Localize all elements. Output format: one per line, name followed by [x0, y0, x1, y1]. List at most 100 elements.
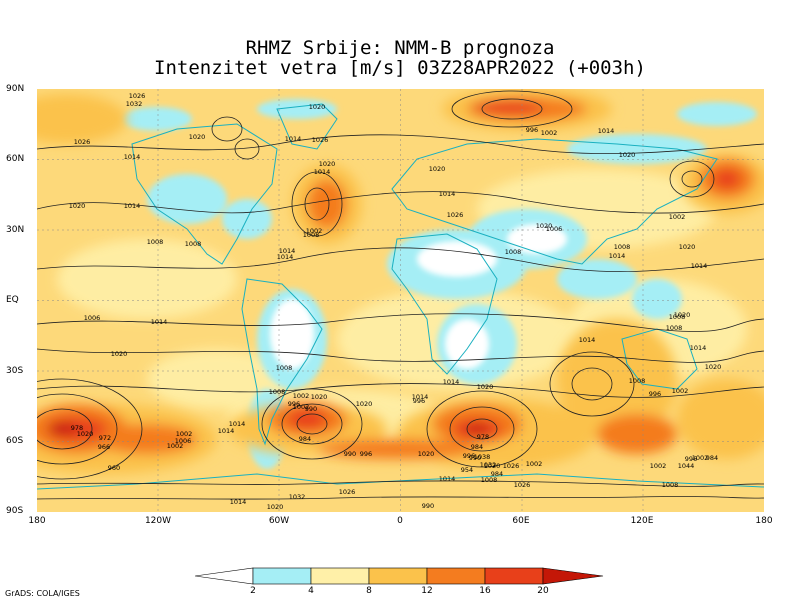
legend-tick: 12: [421, 586, 433, 596]
isobar-pressure-label: 1002: [293, 392, 310, 400]
isobar-pressure-label: 960: [108, 464, 120, 472]
isobar-pressure-label: 1002: [306, 227, 323, 235]
isobar: [37, 480, 764, 487]
isobar: [426, 390, 538, 468]
isobar-pressure-label: 984: [471, 443, 483, 451]
isobar-pressure-label: 1014: [691, 262, 708, 270]
isobar-pressure-label: 1006: [175, 437, 192, 445]
coast-south-america: [241, 278, 323, 446]
isobar-pressure-label: 1026: [514, 481, 531, 489]
isobar: [37, 313, 764, 332]
isobar: [37, 348, 764, 363]
isobar-pressure-label: 1002: [692, 454, 709, 462]
graticule: [37, 89, 764, 512]
legend-swatch: [368, 567, 428, 585]
isobar-pressure-label: 996: [526, 126, 538, 134]
isobar-pressure-label: 1020: [111, 350, 128, 358]
isobar: [549, 351, 635, 417]
isobar-pressure-label: 1020: [69, 202, 86, 210]
isobar-pressure-label: 996: [360, 450, 372, 458]
isobar-pressure-label: 1002: [672, 387, 689, 395]
isobar-pressure-label: 1008: [662, 481, 679, 489]
isobar-pressure-label: 966: [98, 443, 110, 451]
isobar-pressure-label: 1008: [481, 476, 498, 484]
isobar-pressure-label: 1020: [356, 400, 373, 408]
lon-label: 60E: [512, 516, 530, 526]
isobar-pressure-label: 1032: [126, 100, 143, 108]
legend-tick: 2: [250, 586, 256, 596]
legend-swatch: [310, 567, 370, 585]
isobar-pressure-label: 1008: [303, 231, 320, 239]
isobar-pressure-label: 1014: [690, 344, 707, 352]
isobar-pressure-label: 996: [649, 390, 661, 398]
isobar-pressure-label: 1014: [609, 252, 626, 260]
credit-text: GrADS: COLA/IGES: [5, 589, 80, 598]
isobar-pressure-label: 1014: [412, 393, 429, 401]
isobar-pressure-label: 1020: [189, 133, 206, 141]
isobar-pressure-label: 1020: [536, 222, 553, 230]
isobar-pressure-label: 1014: [229, 420, 246, 428]
isobar-pressure-label: 984: [491, 470, 503, 478]
isobar-pressure-label: 1020: [267, 503, 284, 511]
isobar-pressure-label: 996: [463, 452, 475, 460]
map-title: RHMZ Srbije: NMM-B prognoza: [245, 37, 555, 59]
isobar-pressure-label: 1020: [418, 450, 435, 458]
isobar-pressure-label: 1014: [314, 168, 331, 176]
isobar-pressure-label: 1020: [429, 165, 446, 173]
isobar-pressure-label: 1008: [614, 243, 631, 251]
isobar: [449, 406, 515, 452]
isobar-pressure-label: 1014: [285, 135, 302, 143]
lon-label: 180: [755, 516, 773, 526]
isobar: [571, 367, 613, 401]
isobar: [37, 134, 764, 155]
isobar-pressure-label: 1020: [309, 103, 326, 111]
isobar-pressure-label: 1008: [276, 364, 293, 372]
isobar-pressure-label: 1002: [650, 462, 667, 470]
legend-tick: 4: [308, 586, 314, 596]
legend-swatch: [252, 567, 312, 585]
isobar-pressure-label: 1006: [546, 225, 563, 233]
isobar-pressure-label: 1026: [312, 136, 329, 144]
isobar-pressure-label: 1008: [669, 313, 686, 321]
isobar-pressure-label: 996: [413, 397, 425, 405]
isobar-pressure-label: 1026: [447, 211, 464, 219]
isobar-pressure-label: 1020: [77, 430, 94, 438]
color-legend: [194, 566, 605, 602]
isobar-pressure-label: 978: [71, 424, 83, 432]
isobar-pressure-label: 1032: [289, 493, 306, 501]
isobar-pressure-label: 978: [477, 433, 489, 441]
map-subtitle: Intenzitet vetra [m/s] 03Z28APR2022 (+00…: [154, 57, 646, 79]
isobar-pressure-label: 1008: [185, 240, 202, 248]
isobar: [211, 116, 243, 142]
isobar: [281, 403, 343, 445]
isobar-pressure-label: 1008: [147, 238, 164, 246]
isobar: [291, 171, 343, 237]
isobar-pressure-label: 1008: [629, 377, 646, 385]
legend-swatch: [194, 567, 254, 585]
lat-label: 30N: [6, 225, 25, 235]
legend-swatch: [484, 567, 544, 585]
isobar-pressure-label: 1020: [477, 383, 494, 391]
isobar-pressure-label: 1020: [311, 393, 328, 401]
lat-label: EQ: [6, 295, 19, 305]
isobar-pressure-label: 1014: [218, 427, 235, 435]
legend-swatch: [542, 567, 604, 585]
isobar-pressure-label: 1006: [84, 314, 101, 322]
isobar-pressure-label: 1008: [269, 388, 286, 396]
isobar-pressure-label: 1026: [503, 462, 520, 470]
wind-speed-map: 1026 1032 1020 1026 1014 1020 1014 1026 1020 1014…: [37, 89, 764, 512]
legend-tick: 16: [479, 586, 491, 596]
coast-north-america: [131, 123, 278, 265]
coast-africa: [391, 233, 498, 375]
isobar-pressure-label: 1014: [124, 202, 141, 210]
lat-label: 60S: [6, 436, 24, 446]
wind-field-very-calm: [270, 224, 567, 369]
isobar-pressure-label: 1020: [484, 462, 501, 470]
isobar-pressure-label: 1020: [619, 151, 636, 159]
lon-label: 0: [397, 516, 403, 526]
isobar: [37, 496, 764, 500]
isobar-pressure-label: 1020: [319, 160, 336, 168]
isobar: [37, 408, 93, 450]
isobar-pressure-label: 1008: [505, 248, 522, 256]
